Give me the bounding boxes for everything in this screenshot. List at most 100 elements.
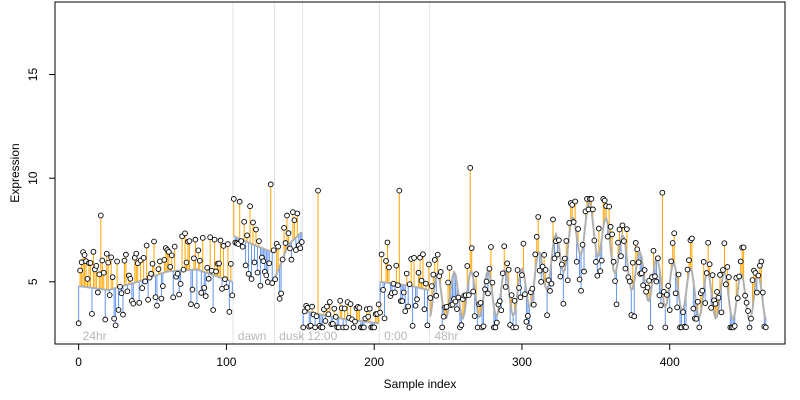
data-point	[709, 272, 716, 278]
data-point	[618, 253, 624, 259]
data-point	[556, 237, 562, 244]
data-point	[360, 324, 367, 331]
data-point	[671, 230, 678, 237]
data-point	[75, 320, 82, 327]
data-point	[412, 302, 419, 309]
data-point	[198, 290, 205, 296]
data-point	[284, 212, 290, 219]
data-point	[483, 278, 490, 285]
y-tick-label: 15	[26, 68, 40, 82]
data-point	[300, 324, 307, 331]
data-point	[529, 285, 536, 292]
data-point	[124, 288, 131, 295]
data-point	[746, 324, 753, 331]
data-point	[399, 298, 406, 304]
data-point	[731, 323, 738, 329]
data-point	[195, 247, 202, 254]
data-point	[694, 298, 701, 305]
data-point	[684, 266, 691, 273]
data-point	[378, 251, 385, 258]
data-point	[610, 258, 617, 265]
data-point	[513, 324, 519, 331]
data-point	[251, 259, 258, 266]
data-point	[186, 238, 193, 244]
data-point	[210, 307, 216, 313]
data-point	[566, 220, 573, 226]
data-point	[663, 292, 670, 298]
data-point	[426, 261, 432, 268]
data-point	[105, 259, 112, 266]
data-point	[269, 280, 276, 286]
data-point	[754, 289, 760, 296]
data-point	[689, 235, 695, 242]
data-point	[99, 257, 106, 264]
data-point	[437, 269, 444, 275]
data-point	[430, 271, 437, 278]
data-point	[222, 276, 228, 282]
data-point	[90, 248, 97, 255]
data-point	[229, 292, 236, 299]
data-point	[365, 313, 372, 320]
data-point	[675, 271, 682, 278]
data-point	[423, 280, 429, 287]
data-point	[111, 315, 117, 322]
region-label: 0:00	[384, 329, 408, 343]
data-point	[588, 196, 595, 202]
data-point	[434, 251, 441, 258]
data-point	[609, 231, 615, 238]
data-point	[414, 296, 420, 303]
data-point	[578, 287, 584, 294]
data-point	[458, 322, 465, 329]
data-point	[216, 260, 222, 267]
region-labels: 24hr dawn dusk 12:00 0:00 48hr	[83, 329, 459, 343]
data-point	[287, 245, 293, 252]
data-point	[108, 254, 115, 261]
data-point	[590, 206, 596, 213]
data-point	[409, 322, 416, 329]
data-point	[575, 226, 581, 232]
data-point	[133, 250, 140, 257]
data-point	[161, 256, 168, 263]
data-point	[508, 292, 515, 298]
data-point	[341, 305, 348, 312]
data-point	[712, 300, 719, 307]
data-point	[445, 279, 451, 286]
x-tick-label: 100	[216, 355, 236, 369]
data-point	[683, 324, 689, 331]
data-point	[561, 255, 568, 262]
data-point	[238, 238, 245, 244]
x-tick-label: 400	[660, 355, 680, 369]
data-point	[717, 272, 723, 278]
data-point	[644, 284, 651, 291]
data-point	[356, 304, 363, 311]
y-tick-label: 10	[26, 171, 40, 185]
data-point	[621, 238, 627, 244]
data-point	[723, 281, 729, 288]
data-point	[470, 288, 477, 295]
data-point	[502, 284, 509, 290]
data-point	[291, 217, 298, 224]
data-point	[106, 292, 113, 298]
fitted-line	[78, 268, 233, 292]
data-point	[282, 240, 289, 246]
data-point	[659, 189, 666, 196]
data-point	[127, 275, 134, 282]
data-point	[254, 269, 261, 276]
data-point	[294, 210, 301, 217]
data-point	[256, 238, 262, 244]
data-point	[263, 272, 270, 279]
fitted-line	[274, 231, 303, 279]
data-point	[97, 212, 104, 219]
data-point	[160, 283, 166, 289]
data-point	[714, 289, 720, 295]
data-point	[489, 279, 496, 286]
data-point	[535, 214, 542, 220]
data-point	[501, 243, 508, 250]
data-point	[418, 277, 425, 284]
data-point	[89, 311, 95, 317]
data-point	[288, 256, 295, 263]
data-point	[196, 257, 203, 264]
data-point	[247, 203, 253, 210]
data-point	[624, 226, 630, 233]
data-point	[260, 258, 267, 264]
